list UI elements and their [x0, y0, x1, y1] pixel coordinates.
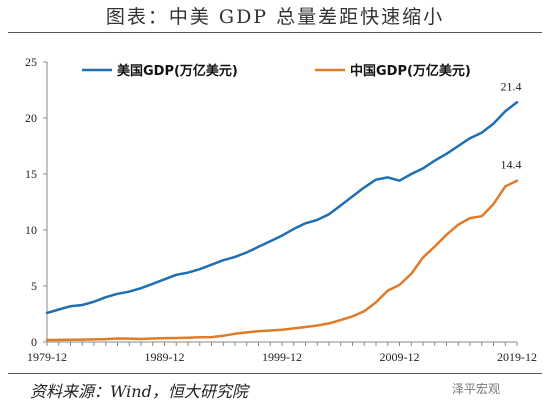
y-tick-label: 10 — [25, 223, 37, 237]
us-end-value-label: 21.4 — [501, 79, 522, 93]
x-tick-label: 1989-12 — [145, 350, 185, 364]
x-tick-label: 1979-12 — [27, 350, 67, 364]
labels-group: 21.4 14.4 — [501, 79, 522, 171]
axes-group: 0 5 10 15 20 25 1979-12 1989-12 1999-12 2009-12 20… — [25, 55, 537, 364]
y-tick-label: 25 — [25, 55, 37, 69]
legend-china-label: 中国GDP(万亿美元) — [350, 63, 471, 79]
source-note: 资料来源：Wind，恒大研究院 — [30, 382, 248, 401]
legend-us-label: 美国GDP(万亿美元) — [117, 63, 238, 79]
us-gdp-line — [45, 101, 519, 315]
watermark: 泽平宏观 — [452, 382, 501, 396]
source-rule — [8, 373, 542, 374]
x-tick-label: 2019-12 — [497, 350, 537, 364]
legend-group: 美国GDP(万亿美元) 中国GDP(万亿美元) — [82, 63, 471, 79]
x-tick-label: 1999-12 — [262, 350, 302, 364]
series-group — [45, 101, 519, 342]
x-tick-label: 2009-12 — [380, 350, 420, 364]
y-tick-label: 5 — [31, 279, 37, 293]
y-tick-label: 15 — [25, 167, 37, 181]
china-end-value-label: 14.4 — [501, 158, 522, 172]
y-tick-label: 20 — [25, 111, 37, 125]
y-tick-label: 0 — [31, 335, 37, 349]
china-gdp-line — [45, 179, 519, 342]
page-title: 图表：中美 GDP 总量差距快速缩小 — [105, 6, 445, 28]
title-rule — [8, 32, 542, 33]
